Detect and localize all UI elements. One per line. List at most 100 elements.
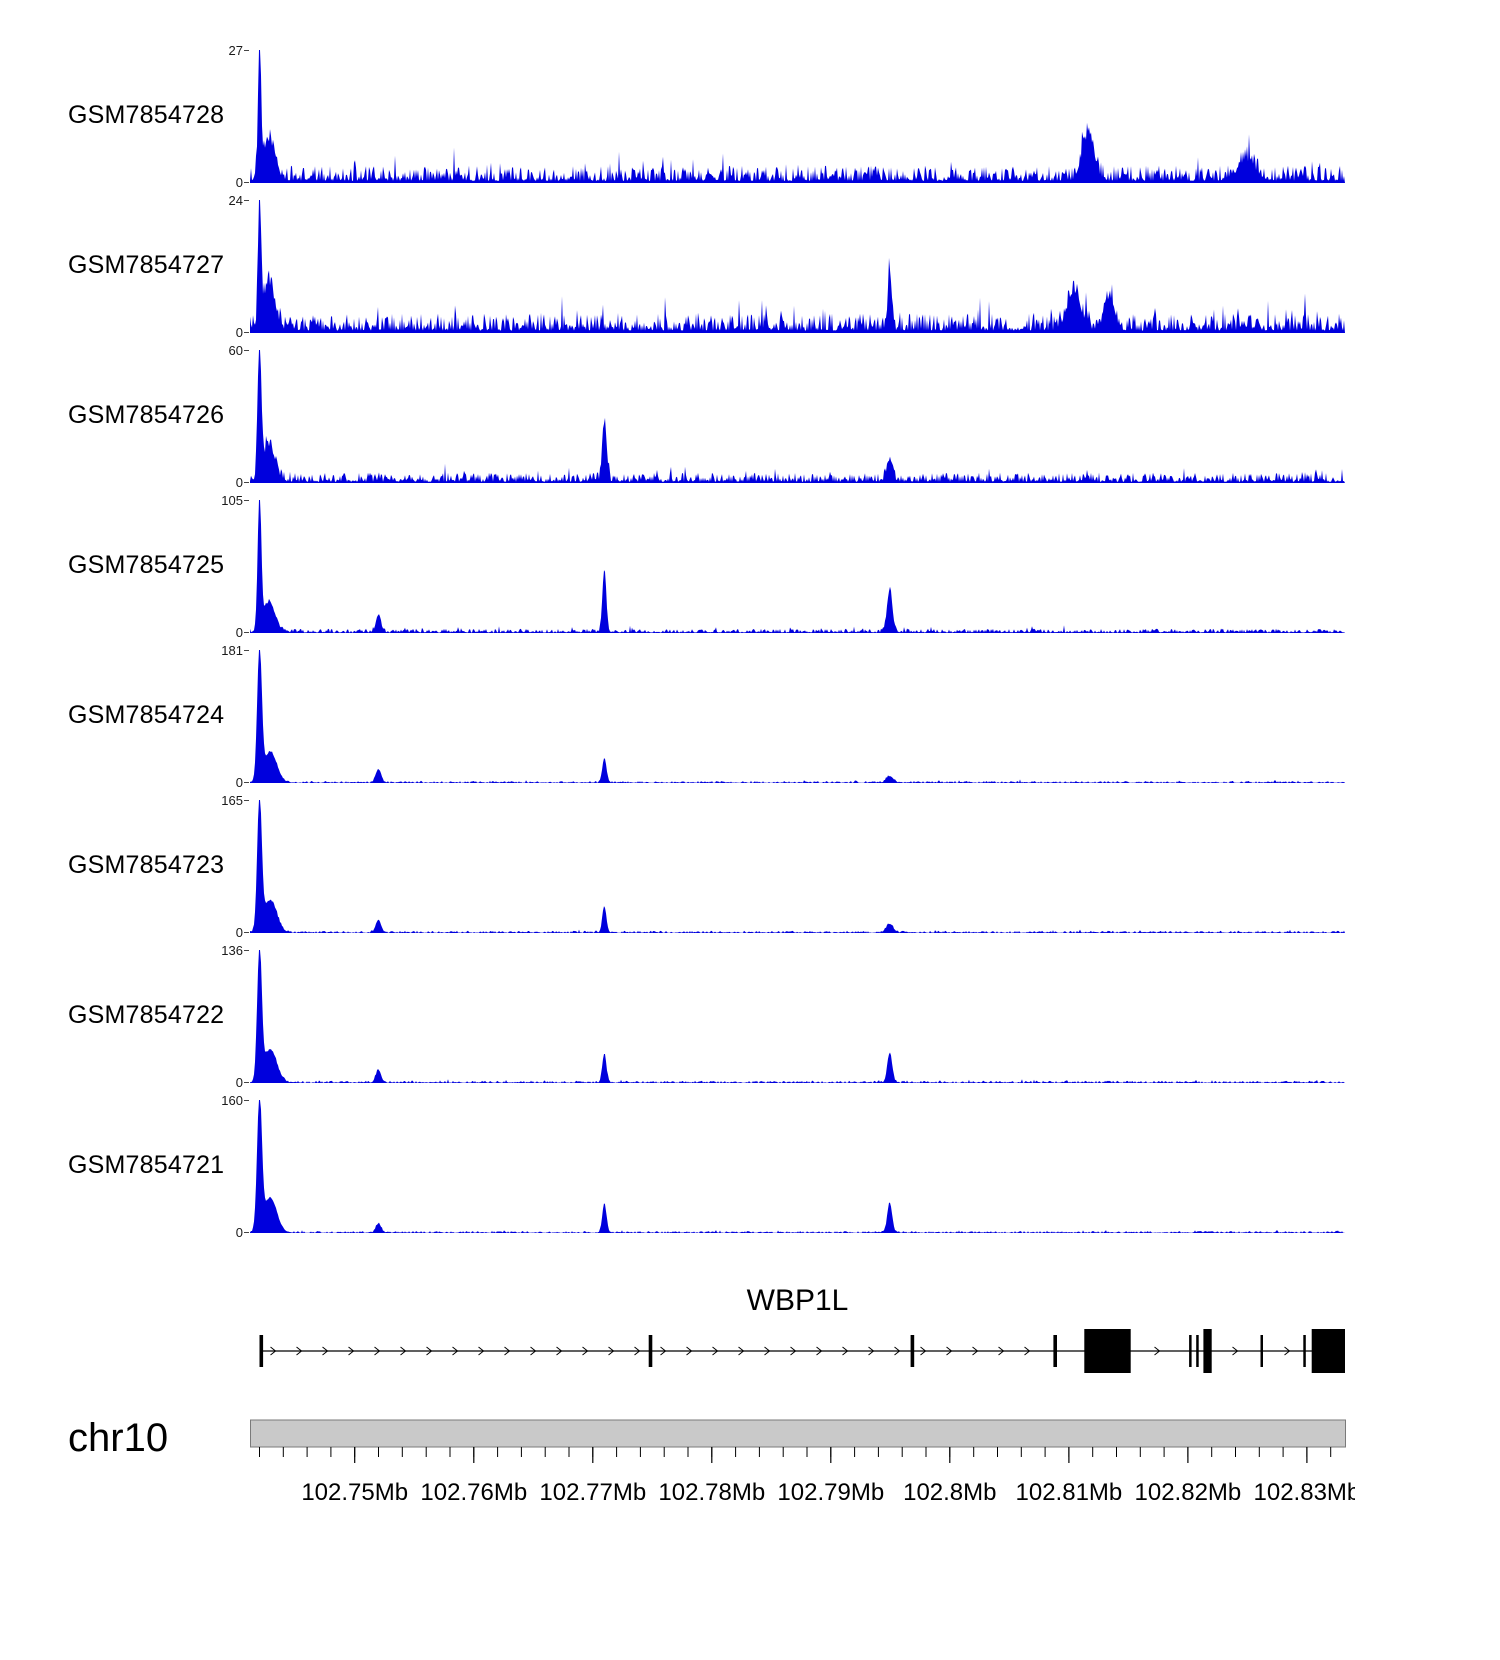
- track-plot: 181 0: [221, 640, 1345, 790]
- strand-arrow-icon: [738, 1346, 745, 1356]
- coverage-area: [250, 650, 1345, 783]
- coverage-area: [250, 500, 1345, 633]
- genome-axis-track: chr10 102.75Mb 102.76Mb 102.77Mb 102.78Mb 10…: [0, 1416, 1500, 1536]
- exon-line: [1189, 1335, 1192, 1367]
- track-plot: 160 0: [221, 1090, 1345, 1240]
- track-label: GSM7854728: [68, 100, 225, 129]
- y-axis-max-label: 105: [221, 493, 243, 508]
- x-axis-tick-label: 102.77Mb: [539, 1479, 646, 1506]
- exon-line: [910, 1335, 915, 1367]
- coverage-signal: [250, 50, 1345, 183]
- chromosome-bar: [250, 1419, 1346, 1448]
- track-plot: 27 0: [229, 40, 1345, 190]
- y-axis-tick: [244, 1232, 249, 1233]
- coverage-area: [250, 200, 1345, 333]
- y-axis-min-label: 0: [235, 1225, 243, 1240]
- gene-track: WBP1L: [250, 1283, 1345, 1387]
- track-row: GSM7854725 105 0: [0, 490, 1500, 640]
- coverage-area: [250, 800, 1345, 933]
- strand-arrow-icon: [322, 1346, 329, 1356]
- track-plot: 60 0: [229, 340, 1345, 490]
- strand-arrow-icon: [1154, 1346, 1161, 1356]
- track-label: GSM7854725: [68, 550, 225, 579]
- strand-arrow-icon: [530, 1346, 537, 1356]
- genome-axis: 102.75Mb 102.76Mb 102.77Mb 102.78Mb 102.79Mb…: [250, 1419, 1355, 1506]
- strand-arrow-icon: [634, 1346, 641, 1356]
- chromosome-label: chr10: [68, 1416, 169, 1460]
- y-axis-tick: [244, 1100, 249, 1101]
- exon-box: [1084, 1329, 1131, 1373]
- track-plot: 24 0: [229, 190, 1345, 340]
- track-plot: 105 0: [221, 490, 1345, 640]
- x-axis-tick-label: 102.8Mb: [903, 1479, 996, 1506]
- x-axis-tick-label: 102.82Mb: [1135, 1479, 1242, 1506]
- strand-arrow-icon: [712, 1346, 719, 1356]
- y-axis-min-label: 0: [235, 475, 243, 490]
- y-axis-tick: [244, 332, 249, 333]
- strand-arrow-icon: [920, 1346, 927, 1356]
- strand-arrow-icon: [400, 1346, 407, 1356]
- y-axis-tick: [244, 950, 249, 951]
- y-axis-min-label: 0: [235, 175, 243, 190]
- track-row: GSM7854724 181 0: [0, 640, 1500, 790]
- coverage-area: [250, 50, 1345, 183]
- y-axis-tick: [244, 800, 249, 801]
- strand-arrow-icon: [296, 1346, 303, 1356]
- strand-arrow-icon: [504, 1346, 511, 1356]
- coverage-signal: [250, 200, 1345, 333]
- exon-line: [1303, 1335, 1306, 1367]
- strand-arrow-icon: [608, 1346, 615, 1356]
- strand-arrow-icon: [426, 1346, 433, 1356]
- strand-arrow-icon: [1284, 1346, 1291, 1356]
- strand-arrow-icon: [686, 1346, 693, 1356]
- x-axis-tick-label: 102.75Mb: [301, 1479, 408, 1506]
- strand-arrow-icon: [816, 1346, 823, 1356]
- x-axis-tick-label: 102.79Mb: [777, 1479, 884, 1506]
- strand-arrow-icon: [1232, 1346, 1239, 1356]
- strand-arrow-icon: [582, 1346, 589, 1356]
- exon-box: [1311, 1329, 1345, 1373]
- y-axis-tick: [244, 782, 249, 783]
- track-label: GSM7854722: [68, 1000, 225, 1029]
- y-axis-tick: [244, 632, 249, 633]
- exon-line: [648, 1335, 653, 1367]
- track-plot: 165 0: [221, 790, 1345, 940]
- coverage-signal: [250, 500, 1345, 633]
- coverage-signal: [250, 800, 1345, 933]
- track-label: GSM7854721: [68, 1150, 225, 1179]
- coverage-area: [250, 350, 1345, 483]
- track-row: GSM7854726 60 0: [0, 340, 1500, 490]
- track-row: GSM7854722 136 0: [0, 940, 1500, 1090]
- y-axis-max-label: 136: [221, 943, 243, 958]
- strand-arrow-icon: [556, 1346, 563, 1356]
- x-axis-tick-label: 102.81Mb: [1016, 1479, 1123, 1506]
- strand-arrow-icon: [946, 1346, 953, 1356]
- x-axis-tick-label: 102.78Mb: [658, 1479, 765, 1506]
- track-label: GSM7854724: [68, 700, 225, 729]
- exon-line: [1196, 1335, 1199, 1367]
- y-axis-max-label: 160: [221, 1093, 243, 1108]
- strand-arrow-icon: [270, 1346, 277, 1356]
- track-row: GSM7854728 27 0: [0, 40, 1500, 190]
- y-axis-tick: [244, 50, 249, 51]
- strand-arrow-icon: [894, 1346, 901, 1356]
- y-axis-max-label: 165: [221, 793, 243, 808]
- track-row: GSM7854727 24 0: [0, 190, 1500, 340]
- y-axis-min-label: 0: [235, 625, 243, 640]
- y-axis-max-label: 24: [228, 193, 243, 208]
- coverage-area: [250, 1100, 1345, 1233]
- strand-arrow-icon: [1024, 1346, 1031, 1356]
- coverage-signal: [250, 1100, 1345, 1233]
- x-axis-tick-label: 102.76Mb: [420, 1479, 527, 1506]
- y-axis-min-label: 0: [235, 775, 243, 790]
- strand-arrow-icon: [972, 1346, 979, 1356]
- strand-arrow-icon: [998, 1346, 1005, 1356]
- track-label: GSM7854723: [68, 850, 225, 879]
- y-axis-max-label: 181: [221, 643, 243, 658]
- strand-arrow-icon: [374, 1346, 381, 1356]
- gene-name-label: WBP1L: [746, 1284, 849, 1317]
- y-axis-max-label: 27: [228, 43, 243, 58]
- strand-arrow-icon: [790, 1346, 797, 1356]
- track-row: GSM7854721 160 0: [0, 1090, 1500, 1240]
